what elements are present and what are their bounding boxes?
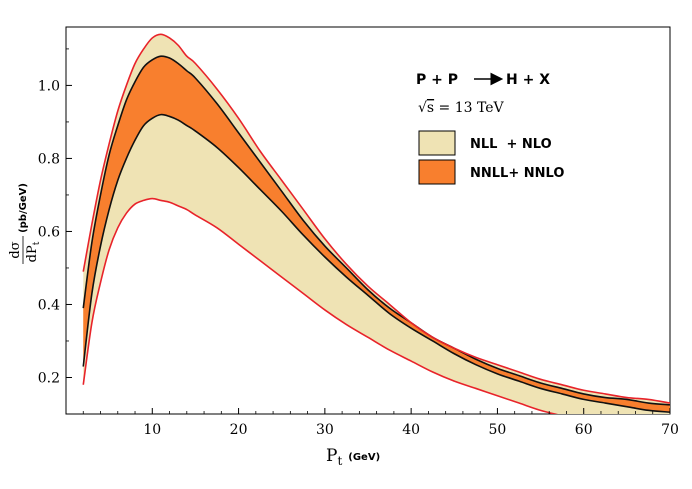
process-annotation: P + P H + X xyxy=(416,72,550,88)
energy-value: 13 TeV xyxy=(455,100,505,116)
x-tick-label: 50 xyxy=(489,422,507,438)
nlo-upper-line xyxy=(82,33,670,404)
y-axis: 0.2 0.4 0.6 0.8 1.0 xyxy=(38,48,72,415)
energy-symbol: s xyxy=(427,100,434,116)
y-tick-label: 0.2 xyxy=(38,370,60,386)
x-tick-label: 20 xyxy=(230,422,248,438)
x-tick-label: 30 xyxy=(316,422,334,438)
x-axis-label: Pt (GeV) xyxy=(326,446,380,468)
nnlo-band xyxy=(83,56,670,413)
y-axis-label-denominator: dPt xyxy=(25,241,42,262)
energy-equals: = xyxy=(434,100,455,116)
x-axis-label-sub: t xyxy=(337,454,342,468)
x-tick-label: 60 xyxy=(575,422,593,438)
x-tick-label: 40 xyxy=(402,422,420,438)
nlo-lower-line xyxy=(82,197,559,414)
x-tick-label: 70 xyxy=(661,422,679,438)
nnlo-upper-line xyxy=(82,55,670,406)
y-axis-label-den-main: dP xyxy=(25,245,40,262)
sqrt-symbol: √ xyxy=(418,100,427,116)
y-tick-label: 1.0 xyxy=(38,78,60,94)
legend-swatch-nlo xyxy=(418,130,456,156)
process-initial: P + P xyxy=(416,72,458,88)
legend-label-nlo: NLL + NLO xyxy=(470,137,552,152)
y-axis-label: dσ dPt (pb/GeV) xyxy=(8,183,42,264)
process-final: H + X xyxy=(506,72,550,88)
y-tick-label: 0.4 xyxy=(38,297,60,313)
x-axis-unit: (GeV) xyxy=(348,452,380,463)
y-tick-label: 0.6 xyxy=(38,224,60,240)
energy-annotation: √s = 13 TeV xyxy=(418,100,505,116)
bands-layer xyxy=(82,33,670,414)
y-axis-label-numerator: dσ xyxy=(8,241,23,258)
x-axis: 10 20 30 40 50 60 70 xyxy=(82,408,679,438)
y-axis-label-den-sub: t xyxy=(32,241,42,245)
nnlo-lower-line xyxy=(82,113,670,413)
x-axis-label-main: P xyxy=(326,446,337,466)
legend-label-nnlo: NNLL+ NNLO xyxy=(470,166,564,181)
y-tick-label: 0.8 xyxy=(38,151,60,167)
y-axis-unit: (pb/GeV) xyxy=(18,183,29,233)
legend-swatch-nnlo xyxy=(418,159,456,185)
legend: NLL + NLO NNLL+ NNLO xyxy=(418,130,564,185)
x-tick-label: 10 xyxy=(143,422,161,438)
